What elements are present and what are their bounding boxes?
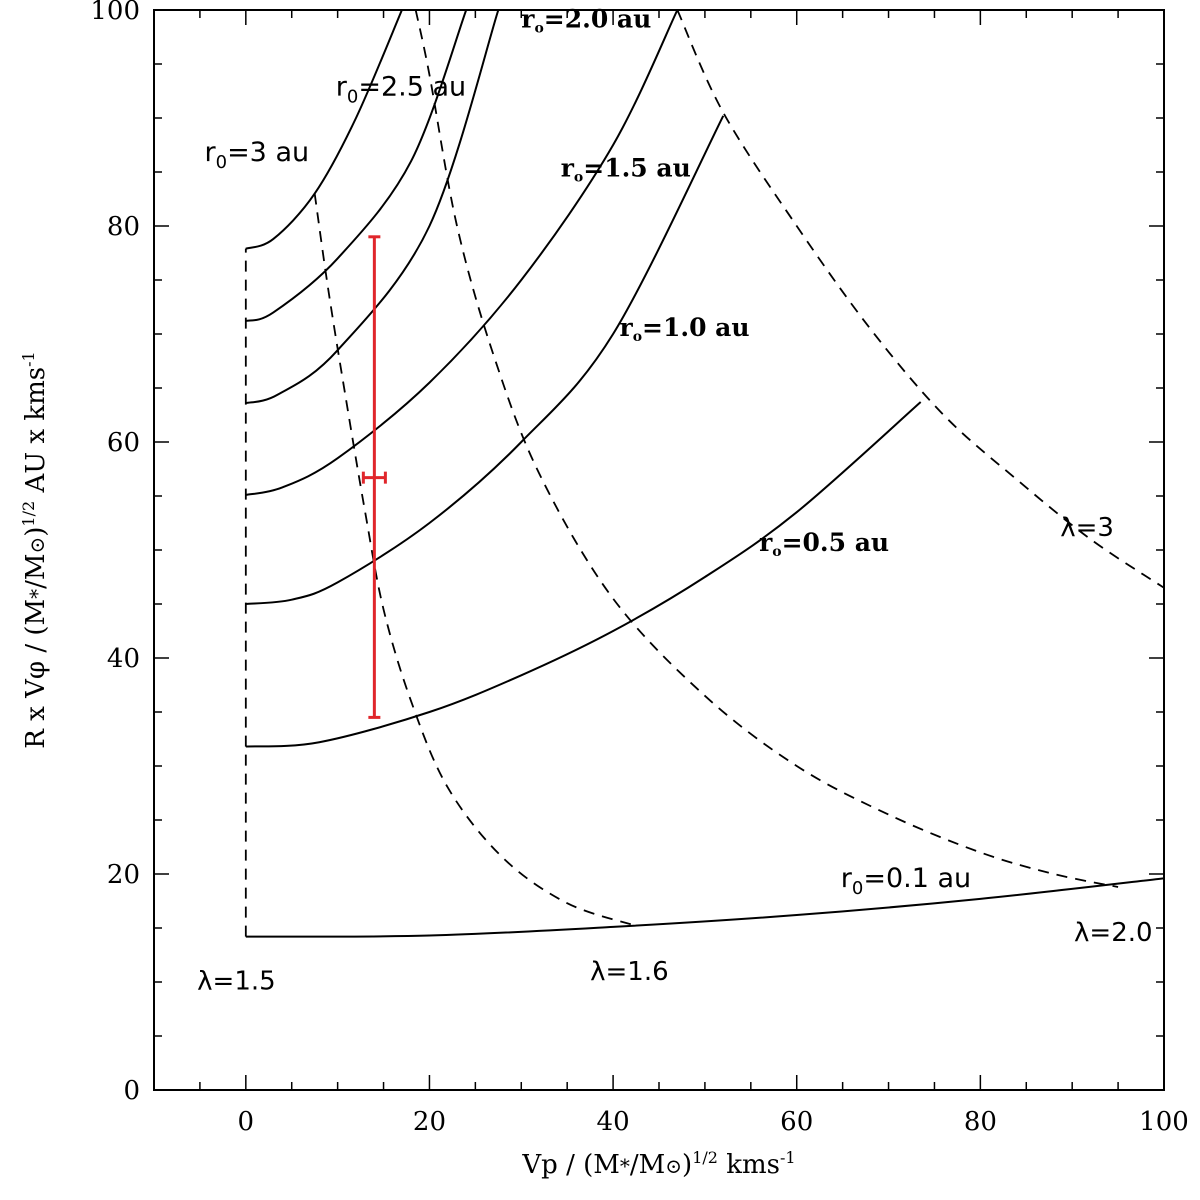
x-tick-label: 0: [238, 1107, 255, 1137]
series-r0-1-5-au: [245, 10, 679, 496]
x-tick-label: 40: [597, 1107, 630, 1137]
series-lambda-3: [676, 10, 1164, 589]
annotation-r0_25: r0=2.5 au: [336, 71, 466, 107]
series-lambda-1-6: [313, 193, 637, 927]
annotation-r0_10: ro=1.0 au: [620, 313, 750, 345]
annotation-r0_05: ro=0.5 au: [759, 528, 889, 560]
plot-frame: [153, 9, 1165, 1091]
y-axis-label: R x Vφ / (M*/M⊙)1/2 AU x kms-1: [19, 351, 51, 748]
annotation-lam16: λ=1.6: [590, 957, 669, 987]
annotation-lam15: λ=1.5: [197, 967, 276, 997]
annotation-r0_15: ro=1.5 au: [561, 153, 691, 185]
series-r0-1-0-au: [245, 115, 725, 605]
annotation-r0_3: r0=3 au: [205, 137, 310, 173]
x-tick-label: 80: [964, 1107, 997, 1137]
series-r0-3-au: [245, 10, 403, 250]
axis-ticks: [153, 9, 1165, 1091]
series-r0-0-5-au: [245, 401, 922, 748]
y-tick-label: 40: [107, 644, 140, 674]
x-tick-label: 100: [1139, 1107, 1189, 1137]
annotation-lam20: λ=2.0: [1074, 918, 1153, 948]
x-tick-label: 60: [780, 1107, 813, 1137]
y-tick-label: 80: [107, 212, 140, 242]
tick-labels: 0 20 40 60 80 100 0 20 40 60 80 100: [90, 0, 1188, 1137]
x-tick-label: 20: [413, 1107, 446, 1137]
series-r0-2-5-au: [245, 10, 468, 323]
annotation-lam3: λ=3: [1060, 513, 1114, 543]
y-tick-label: 20: [107, 860, 140, 890]
x-axis-label: Vp / (M*/M⊙)1/2 kms-1: [521, 1148, 795, 1180]
error-bar: [361, 235, 387, 719]
y-tick-label: 0: [123, 1076, 140, 1106]
series-r0-0-1-au: [245, 877, 1164, 938]
y-tick-label: 60: [107, 428, 140, 458]
series-r0-2-0-au: [245, 10, 500, 405]
series-layer: [244, 10, 1164, 938]
annotation-r0_01: r0=0.1 au: [841, 863, 971, 899]
y-tick-label: 100: [90, 0, 140, 26]
series-lambda-2-0: [414, 10, 1119, 888]
